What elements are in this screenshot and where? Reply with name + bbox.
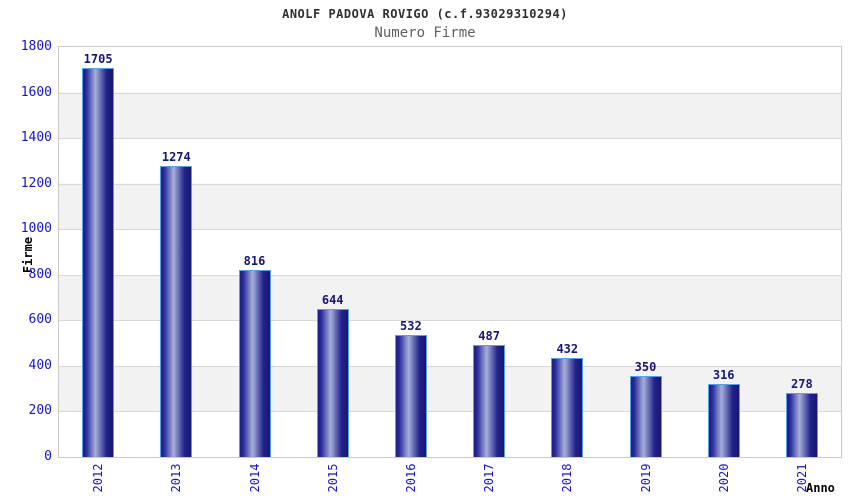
gridline-1000 xyxy=(59,229,841,231)
x-tick-label-2019: 2019 xyxy=(638,463,653,493)
x-tick-label-2017: 2017 xyxy=(482,463,497,493)
bar-2015 xyxy=(316,309,349,457)
bar-value-label-2013: 1274 xyxy=(161,149,191,164)
y-tick-label-800: 800 xyxy=(28,266,52,282)
bar-2019 xyxy=(629,376,662,457)
bar-value-label-2018: 432 xyxy=(556,341,579,356)
bar-value-label-2015: 644 xyxy=(321,293,344,308)
bar-2017 xyxy=(473,345,506,457)
bar-2016 xyxy=(394,334,427,457)
gridline-1600 xyxy=(59,92,841,94)
x-tick-label-2013: 2013 xyxy=(169,463,184,493)
plot-area: 1705 1274 816 644 532 487 432 350 316 278 xyxy=(58,46,842,458)
x-tick-label-2012: 2012 xyxy=(91,463,106,493)
x-tick-label-2015: 2015 xyxy=(325,463,340,493)
y-tick-label-1000: 1000 xyxy=(20,221,52,237)
gridline-200 xyxy=(59,411,841,413)
bar-value-label-2021: 278 xyxy=(791,376,813,391)
gridline-600 xyxy=(59,320,841,322)
bar-2018 xyxy=(551,357,584,457)
x-tick-label-2014: 2014 xyxy=(247,463,262,493)
bar-value-label-2014: 816 xyxy=(243,254,266,269)
gridline-400 xyxy=(59,365,841,367)
x-tick-label-2018: 2018 xyxy=(560,463,575,493)
gridline-1200 xyxy=(59,183,841,185)
y-tick-label-600: 600 xyxy=(28,312,52,328)
bar-value-label-2020: 316 xyxy=(712,368,735,383)
y-tick-label-1200: 1200 xyxy=(20,175,52,191)
bar-value-label-2012: 1705 xyxy=(83,51,113,66)
bar-2013 xyxy=(160,165,193,457)
x-tick-label-2021: 2021 xyxy=(794,463,809,493)
y-tick-label-200: 200 xyxy=(28,403,52,419)
bar-value-label-2019: 350 xyxy=(634,360,657,375)
y-tick-label-1400: 1400 xyxy=(20,130,52,146)
bar-value-label-2016: 532 xyxy=(400,318,422,333)
y-tick-label-400: 400 xyxy=(28,357,52,373)
bar-2020 xyxy=(707,384,740,457)
x-tick-label-2020: 2020 xyxy=(716,463,731,493)
bar-2012 xyxy=(82,67,115,457)
bar-2021 xyxy=(785,392,818,457)
y-tick-label-1600: 1600 xyxy=(20,84,52,100)
y-tick-label-0: 0 xyxy=(44,449,52,464)
bar-2014 xyxy=(238,270,271,457)
chart-title: ANOLF PADOVA ROVIGO (c.f.93029310294) xyxy=(282,7,568,21)
y-tick-label-1800: 1800 xyxy=(20,39,52,54)
bar-value-label-2017: 487 xyxy=(478,329,500,344)
x-tick-label-2016: 2016 xyxy=(403,463,418,493)
chart-subtitle: Numero Firme xyxy=(374,25,476,41)
x-axis-title: Anno xyxy=(806,481,835,495)
gridline-1400 xyxy=(59,138,841,140)
gridline-800 xyxy=(59,274,841,276)
